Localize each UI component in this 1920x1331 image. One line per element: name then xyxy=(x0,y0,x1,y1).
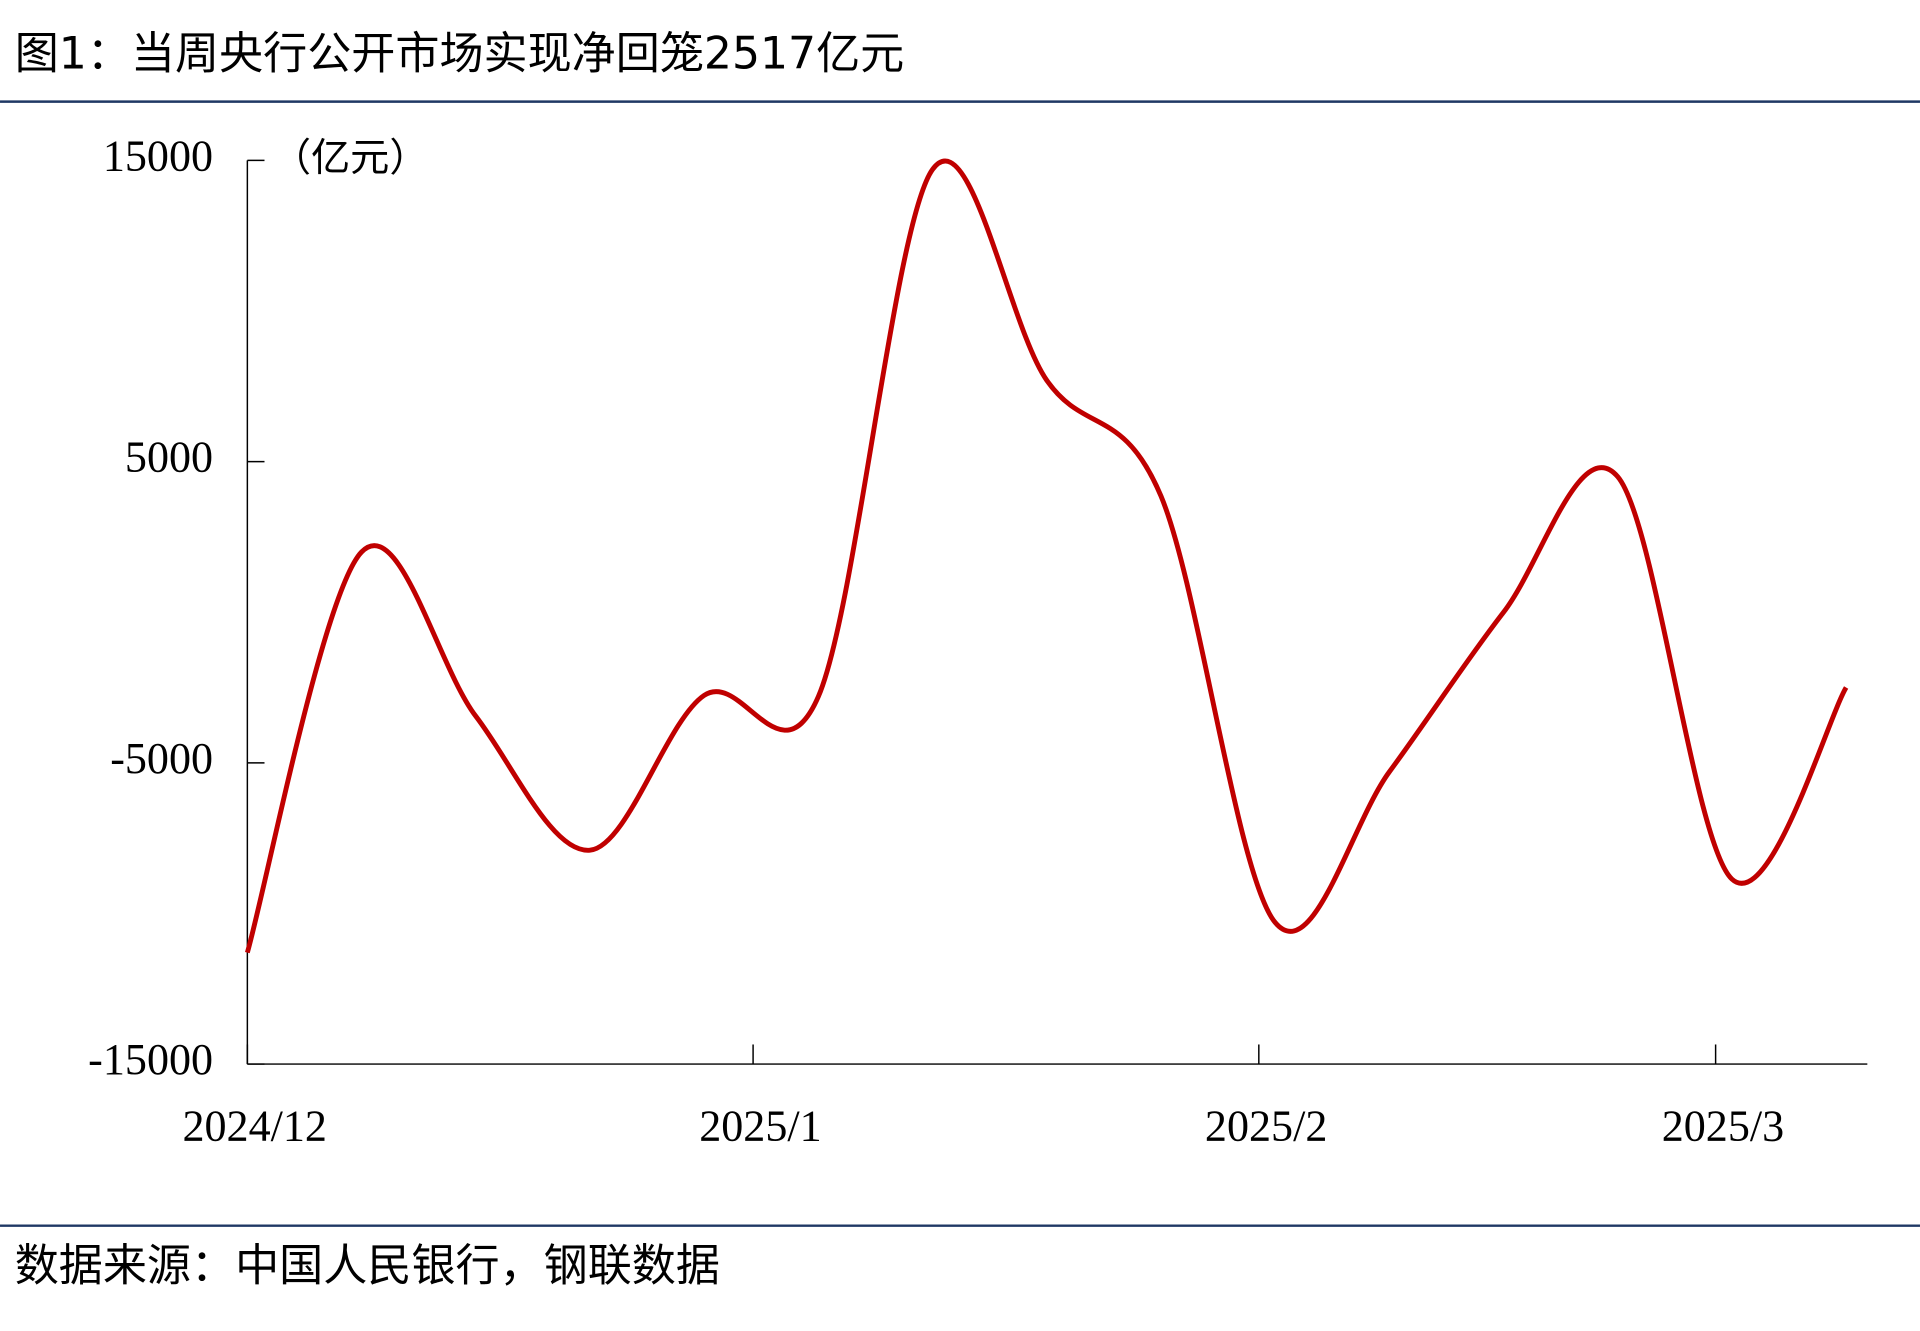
y-tick-label: -5000 xyxy=(110,734,213,783)
source: 数据来源：中国人民银行，钢联数据 xyxy=(15,1241,720,1292)
series-line xyxy=(245,158,1849,954)
title: 图1：当周央行公开市场实现净回笼2517亿元 xyxy=(15,28,905,79)
y-tick-label: 5000 xyxy=(125,433,213,482)
x-tick-label: 2025/2 xyxy=(1205,1101,1327,1150)
y-tick-label: -15000 xyxy=(88,1035,213,1084)
y-axis-label: （亿元） xyxy=(272,136,429,181)
x-tick-label: 2024/12 xyxy=(182,1101,326,1150)
x-tick-label: 2025/1 xyxy=(699,1101,821,1150)
x-tick-label: 2025/3 xyxy=(1662,1101,1784,1150)
y-tick-label: 15000 xyxy=(103,132,213,181)
